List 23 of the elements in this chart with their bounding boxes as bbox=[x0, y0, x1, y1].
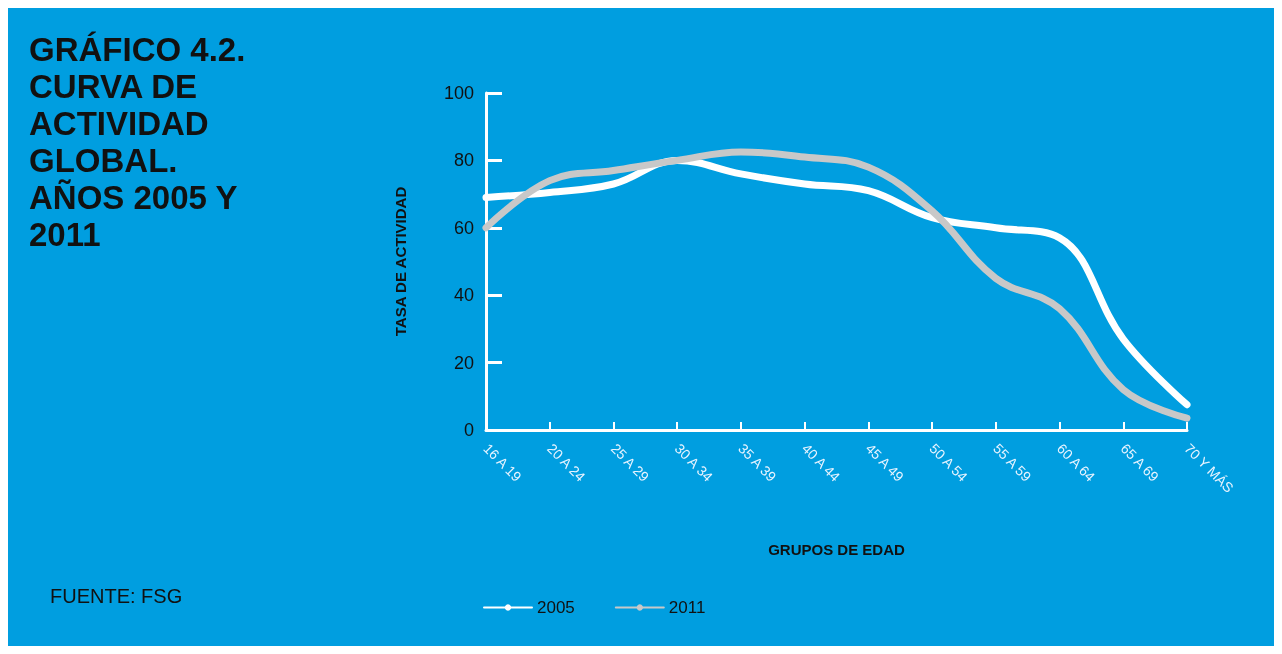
y-axis-title: TASA DE ACTIVIDAD bbox=[392, 186, 409, 337]
source-note: FUENTE: FSG bbox=[50, 585, 183, 607]
x-tick-label: 16 A 19 bbox=[480, 440, 525, 485]
x-tick-label: 65 A 69 bbox=[1117, 440, 1163, 485]
y-tick-label: 80 bbox=[453, 150, 474, 171]
x-tick-label: 20 A 24 bbox=[544, 440, 589, 485]
x-tick-label: 55 A 59 bbox=[990, 440, 1035, 485]
x-tick-label: 50 A 54 bbox=[926, 440, 971, 485]
y-tick-label: 0 bbox=[463, 420, 474, 440]
x-axis-title: GRUPOS DE EDAD bbox=[768, 541, 906, 558]
x-tick-label: 40 A 44 bbox=[798, 440, 844, 485]
y-tick-label: 100 bbox=[443, 83, 474, 103]
y-tick-label: 40 bbox=[453, 285, 474, 306]
legend-label: 2005 bbox=[537, 598, 575, 617]
x-tick-label: 35 A 39 bbox=[735, 440, 780, 485]
legend-label: 2011 bbox=[668, 598, 706, 617]
x-tick-label: 60 A 64 bbox=[1053, 440, 1099, 485]
y-tick-label: 60 bbox=[453, 217, 474, 238]
x-tick-label: 30 A 34 bbox=[671, 440, 716, 485]
x-tick-label: 25 A 29 bbox=[607, 440, 653, 485]
y-tick-label: 20 bbox=[453, 352, 474, 373]
x-tick-label: 45 A 49 bbox=[862, 440, 908, 485]
text: GRÁFICO 4.2. CURVA DE ACTIVIDAD GLOBAL. AÑOS 2005 Y 2011 bbox=[29, 31, 255, 253]
